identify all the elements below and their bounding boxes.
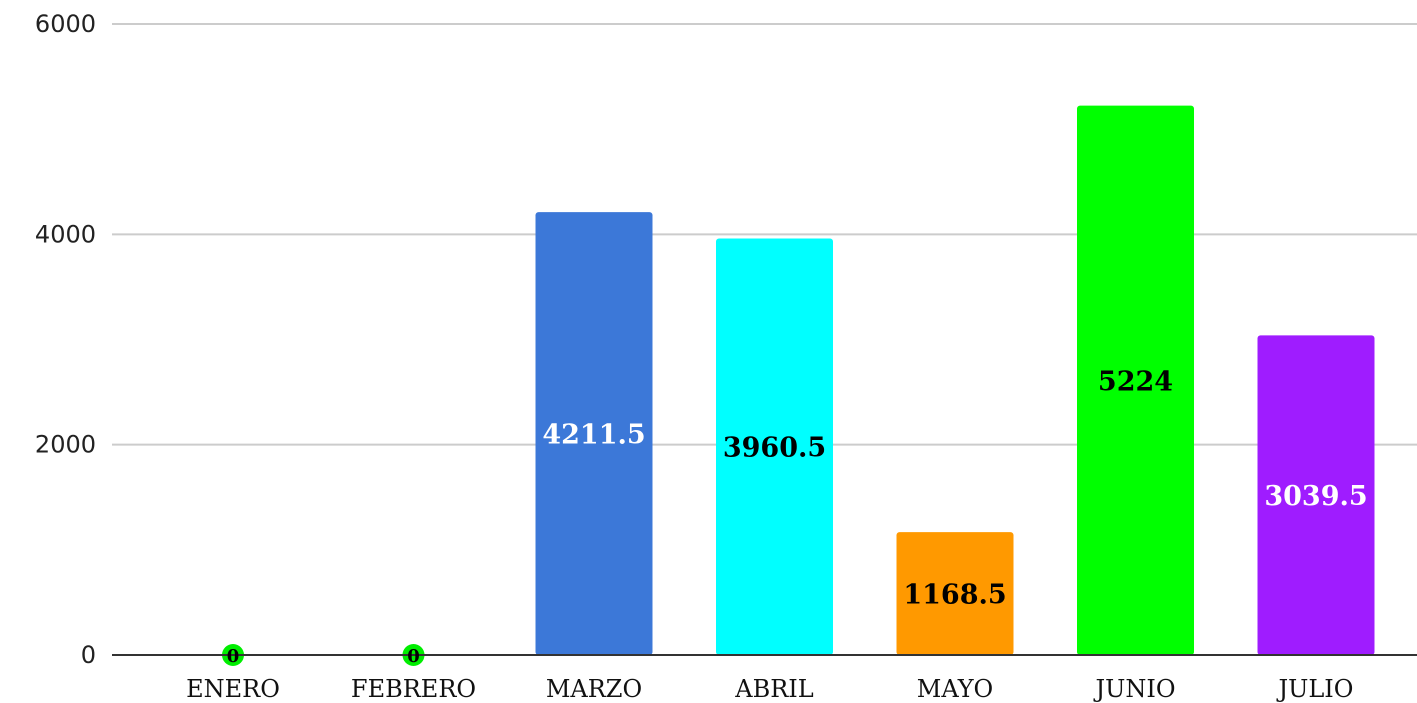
x-tick-label: ABRIL	[734, 675, 814, 703]
data-label: 5224	[1098, 366, 1173, 397]
y-tick-label: 0	[81, 641, 96, 669]
data-label: 0	[227, 646, 240, 667]
x-tick-label: JULIO	[1276, 675, 1354, 703]
data-label: 3960.5	[723, 433, 826, 464]
x-tick-label: JUNIO	[1092, 675, 1175, 703]
bar	[1257, 335, 1375, 655]
x-tick-label: ENERO	[186, 675, 280, 703]
x-tick-label: FEBRERO	[351, 675, 476, 703]
data-label: 3039.5	[1264, 481, 1367, 512]
bar	[896, 532, 1014, 655]
y-tick-label: 6000	[35, 10, 96, 38]
data-label: 0	[407, 646, 420, 667]
bars	[222, 105, 1375, 666]
bar	[535, 212, 653, 655]
y-axis-ticks: 0 2000 4000 6000	[35, 10, 96, 669]
x-axis-ticks: ENERO FEBRERO MARZO ABRIL MAYO JUNIO JULIO	[186, 675, 1353, 703]
data-label: 4211.5	[542, 420, 645, 451]
y-tick-label: 2000	[35, 431, 96, 459]
data-label: 1168.5	[903, 580, 1006, 611]
bar	[1077, 105, 1194, 656]
data-labels: 0 0 4211.5 3960.5 1168.5 5224 3039.5	[227, 366, 1368, 667]
x-tick-label: MARZO	[546, 675, 642, 703]
bar	[716, 238, 833, 655]
x-tick-label: MAYO	[917, 675, 993, 703]
y-tick-label: 4000	[35, 220, 96, 248]
